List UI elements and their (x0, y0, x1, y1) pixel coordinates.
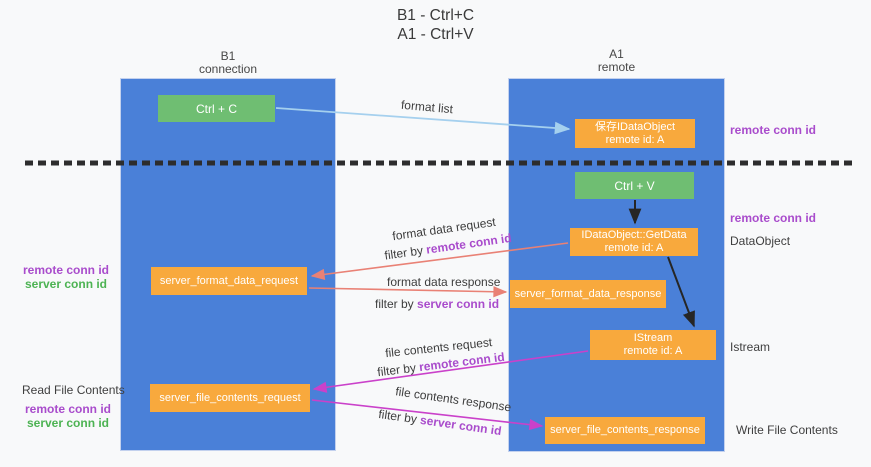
diagram-title: B1 - Ctrl+C A1 - Ctrl+V (0, 6, 871, 44)
ctrl-v-action-box: Ctrl + V (575, 172, 694, 199)
server-format-data-request-label: server_format_data_request (159, 274, 299, 287)
write-file-contents-annotation: Write File Contents (736, 423, 838, 437)
ctrl-c-label: Ctrl + C (195, 101, 237, 116)
lifeline-b1-name: B1 (220, 49, 236, 63)
left-conn-id-pair-2: remote conn id server conn id (22, 402, 114, 430)
left-server-conn-id-2: server conn id (26, 416, 110, 430)
save-idataobject-box: 保存IDataObject remote id: A (575, 119, 695, 148)
format-data-request-arrow (310, 242, 569, 280)
lifeline-a1-role: remote (597, 60, 636, 74)
lifeline-header-b1: B1 connection (120, 50, 336, 76)
left-conn-id-pair-1: remote conn id server conn id (20, 263, 112, 291)
file-contents-request-arrow (312, 350, 589, 393)
istream-box: IStream remote id: A (590, 330, 716, 360)
right-remote-conn-id-mid: remote conn id (730, 211, 817, 225)
title-line-2: A1 - Ctrl+V (397, 26, 474, 43)
ctrl-v-label: Ctrl + V (614, 178, 655, 193)
idataobject-getdata-box: IDataObject::GetData remote id: A (570, 228, 698, 256)
getdata-to-istream-arrow (667, 256, 695, 328)
server-file-contents-response-box: server_file_contents_response (545, 417, 705, 444)
server-format-data-response-label: server_format_data_response (514, 287, 662, 300)
lifeline-b1-role: connection (198, 62, 258, 76)
file-contents-response-arrow (311, 399, 544, 431)
server-format-data-request-box: server_format_data_request (151, 267, 307, 295)
server-file-contents-response-label: server_file_contents_response (550, 424, 700, 436)
format-data-response-label: format data response (387, 275, 501, 289)
lifeline-header-a1: A1 remote (508, 48, 725, 74)
getdata-line1: IDataObject::GetData (581, 229, 687, 241)
server-file-contents-request-label: server_file_contents_request (159, 391, 301, 404)
format-data-response-filter-label: filter by server conn id (375, 297, 499, 311)
ctrl-c-action-box: Ctrl + C (158, 95, 275, 122)
server-conn-id-text: server conn id (417, 297, 500, 311)
format-list-arrow (275, 107, 571, 135)
title-line-1: B1 - Ctrl+C (396, 7, 475, 24)
left-server-conn-id-1: server conn id (24, 277, 108, 291)
server-file-contents-request-box: server_file_contents_request (150, 384, 310, 412)
filter-by-text: filter by (375, 297, 414, 311)
istream-line2: remote id: A (623, 345, 683, 357)
left-remote-conn-id-1: remote conn id (22, 263, 109, 277)
right-remote-conn-id-top: remote conn id (730, 123, 817, 137)
read-file-contents-annotation: Read File Contents (22, 383, 125, 397)
lifeline-a1-name: A1 (609, 47, 624, 61)
left-remote-conn-id-2: remote conn id (24, 402, 111, 416)
getdata-line2: remote id: A (604, 242, 664, 254)
format-data-response-arrow (308, 286, 508, 298)
save-idataobject-line1: 保存IDataObject (594, 120, 676, 133)
server-format-data-response-box: server_format_data_response (510, 280, 666, 308)
istream-annotation: Istream (730, 340, 771, 354)
dataobject-annotation: DataObject (730, 234, 791, 248)
istream-line1: IStream (633, 332, 673, 344)
save-idataobject-line2: remote id: A (605, 133, 665, 146)
